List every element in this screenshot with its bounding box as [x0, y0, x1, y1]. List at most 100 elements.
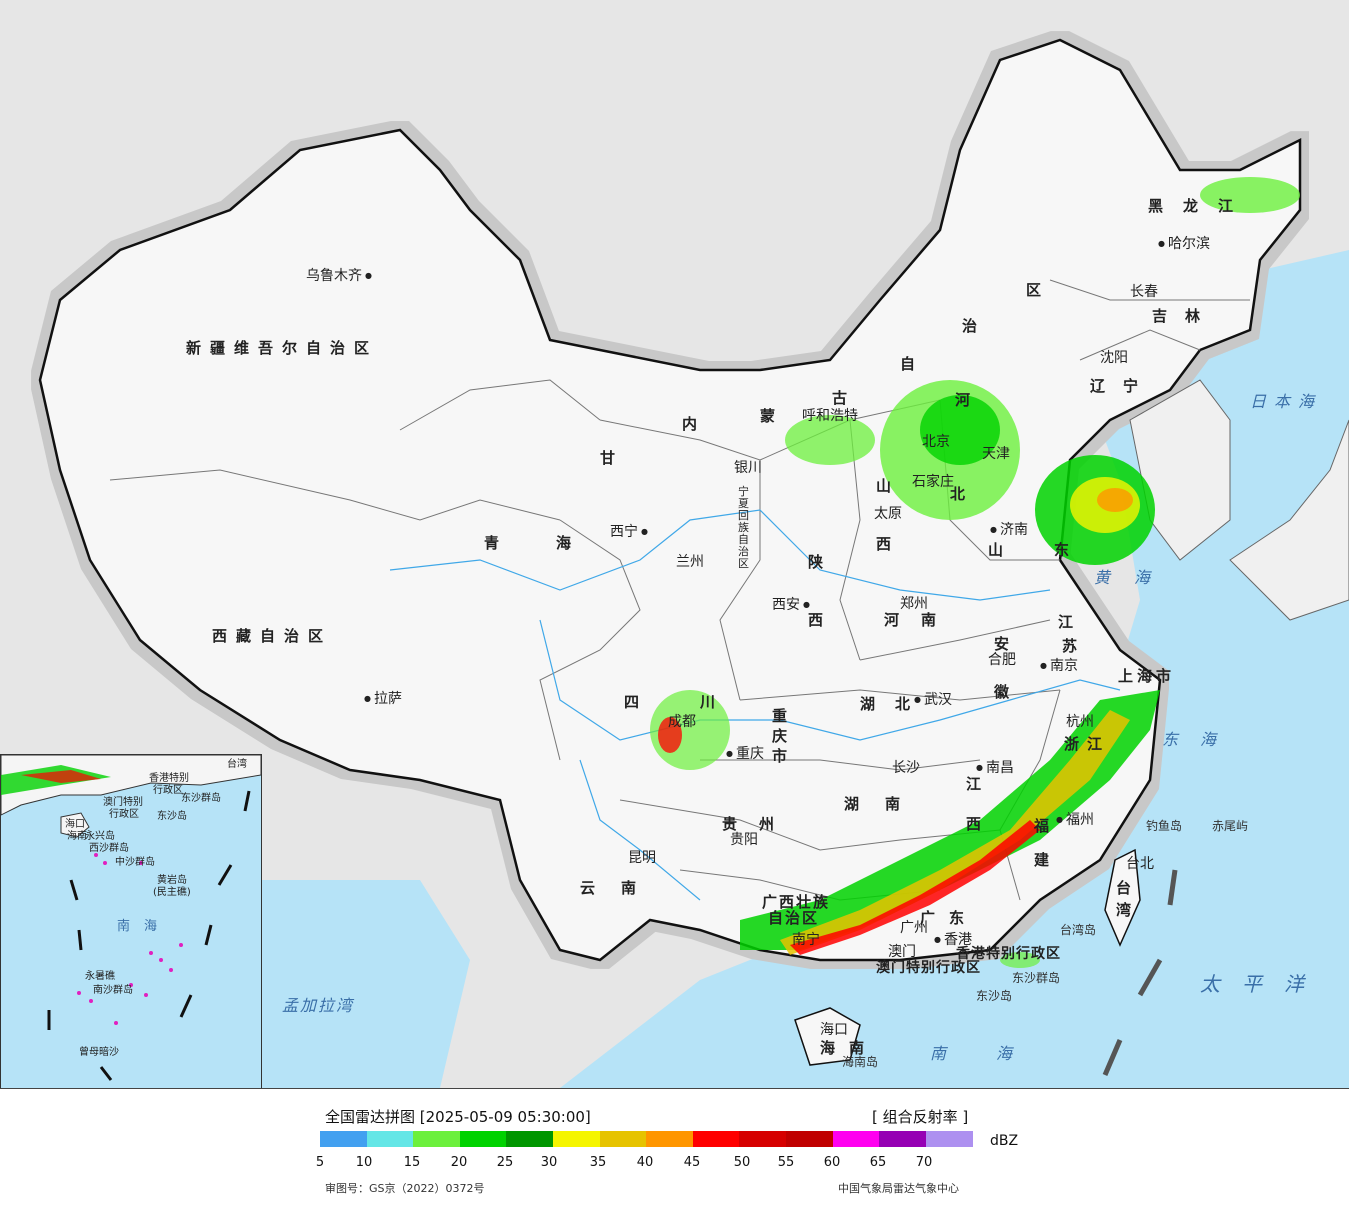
province-label-jiangsu-1: 江	[1058, 613, 1083, 631]
province-label-sichuan-1: 四	[624, 693, 649, 711]
sea-label-bengal: 孟加拉湾	[282, 996, 355, 1015]
province-label-hebei-2: 北	[950, 485, 975, 503]
province-label-neimeng-3: 古	[832, 389, 857, 407]
city-xian: 西安	[772, 597, 810, 613]
inset-label-minzhu: (民主礁)	[153, 887, 191, 898]
province-label-neimeng-2: 蒙	[760, 407, 785, 425]
province-label-ningxia: 宁夏回族自治区	[738, 485, 749, 570]
city-fuzhou: 福州	[1056, 812, 1094, 828]
city-haikou: 海口	[820, 1022, 848, 1038]
inset-label-yongxing: 永兴岛	[85, 831, 115, 842]
province-label-neimeng-6: 区	[1026, 281, 1051, 299]
approval-number: 审图号：GS京（2022）0372号	[325, 1182, 485, 1195]
color-scale-tick: 10	[355, 1155, 373, 1170]
color-swatch	[366, 1131, 414, 1147]
province-label-guizhou: 贵州	[722, 815, 797, 833]
province-label-beijing: 北京	[922, 434, 950, 450]
province-label-shanxi-2: 西	[876, 535, 901, 553]
color-scale-tick: 25	[496, 1155, 514, 1170]
city-hefei: 合肥	[988, 652, 1016, 668]
province-label-anhui-2: 徽	[994, 683, 1019, 701]
province-label-xianggang: 香港特别行政区	[956, 946, 1061, 962]
color-swatch	[320, 1131, 368, 1147]
province-label-sichuan-2: 川	[700, 693, 725, 711]
color-swatch	[692, 1131, 740, 1147]
city-chongqing: 重庆	[726, 746, 764, 762]
color-scale-tick: 35	[589, 1155, 607, 1170]
province-label-shanxi-1: 山	[876, 477, 901, 495]
province-label-taiwan-1: 台	[1116, 879, 1141, 897]
legend-unit: dBZ	[990, 1133, 1019, 1149]
city-chengdu: 成都	[668, 714, 696, 730]
province-label-aomen: 澳门特别行政区	[876, 960, 981, 976]
color-scale-tick: 20	[450, 1155, 468, 1170]
city-shijiazhuang: 石家庄	[912, 474, 954, 490]
city-hangzhou: 杭州	[1066, 714, 1094, 730]
color-scale-tick: 65	[869, 1155, 887, 1170]
sea-label-yellow: 黄海	[1094, 568, 1175, 587]
province-label-liaoning: 辽宁	[1090, 377, 1157, 395]
province-label-anhui-1: 安	[994, 635, 1019, 653]
province-label-neimeng-4: 自	[900, 355, 925, 373]
island-hainan: 海南岛	[842, 1055, 879, 1069]
legend-title: 全国雷达拼图 [2025-05-09 05:30:00]	[325, 1108, 591, 1126]
city-taiyuan: 太原	[874, 506, 902, 522]
city-hongkong: 香港	[934, 932, 972, 948]
inset-label-dongshadao: 东沙岛	[157, 811, 187, 822]
color-swatch	[646, 1131, 694, 1147]
city-jinan: 济南	[990, 522, 1028, 538]
city-changchun: 长春	[1130, 284, 1158, 300]
organization: 中国气象局雷达气象中心	[838, 1182, 959, 1195]
province-label-guangxi-2: 自治区	[768, 909, 820, 927]
city-yinchuan: 银川	[734, 460, 762, 476]
city-guiyang: 贵阳	[730, 832, 758, 848]
province-label-jiangxi-2: 西	[966, 815, 991, 833]
province-label-hunan: 湖南	[844, 795, 927, 813]
inset-label-nanhai: 南海	[117, 919, 172, 934]
japan	[1229, 419, 1349, 621]
province-label-tianjin: 天津	[982, 446, 1010, 462]
island-chiwei: 赤尾屿	[1212, 819, 1249, 833]
city-macau: 澳门	[888, 944, 916, 960]
province-label-hebei-1: 河	[955, 391, 980, 409]
taiwan-island	[1104, 848, 1141, 947]
island-dongsha: 东沙岛	[976, 989, 1013, 1003]
city-lanzhou: 兰州	[676, 554, 704, 570]
city-nanjing: 南京	[1040, 658, 1078, 674]
province-label-hubei: 湖北	[860, 695, 931, 713]
inset-label-xisha: 西沙群岛	[89, 843, 129, 854]
province-label-gansu: 甘	[600, 449, 625, 467]
province-label-heilongjiang: 黑龙江	[1148, 197, 1254, 215]
province-label-shandong-2: 东	[1054, 541, 1079, 559]
hainan-island	[794, 1007, 861, 1066]
color-scale-tick: 5	[315, 1155, 325, 1170]
inset-label-haikou: 海口	[65, 819, 85, 830]
color-scale-tick: 55	[777, 1155, 795, 1170]
province-label-shanghai: 上海市	[1118, 667, 1176, 685]
city-nanning: 南宁	[792, 932, 820, 948]
color-scale-tick: 15	[403, 1155, 421, 1170]
inset-label-dongsha: 东沙群岛	[181, 793, 221, 804]
inset-label-huangyan: 黄岩岛	[157, 875, 187, 886]
province-label-shandong-1: 山	[988, 541, 1013, 559]
city-kunming: 昆明	[628, 850, 656, 866]
province-label-guangdong: 广东	[920, 909, 979, 927]
province-label-neimeng-1: 内	[682, 415, 707, 433]
color-swatch	[553, 1131, 601, 1147]
color-scale-tick: 60	[823, 1155, 841, 1170]
south-china-sea-inset: 台湾 香港特别 行政区 澳门特别 行政区 东沙群岛 东沙岛 海口 海南 西沙群岛…	[0, 754, 262, 1088]
color-scale-tick: 40	[636, 1155, 654, 1170]
inset-label-aomen: 澳门特别	[103, 797, 143, 808]
sea-label-pacific: 太平洋	[1200, 972, 1326, 996]
color-swatch	[506, 1131, 554, 1147]
province-label-shaanxi-2: 西	[808, 611, 833, 629]
inset-label-hainan: 海南	[67, 831, 87, 842]
rivers	[389, 509, 1121, 901]
city-nanchang: 南昌	[976, 760, 1014, 776]
sea-label-east: 东海	[1162, 730, 1239, 749]
color-scale-tick: 50	[733, 1155, 751, 1170]
inset-label-zengmu: 曾母暗沙	[79, 1047, 119, 1058]
island-dongsha-group: 东沙群岛	[1012, 971, 1061, 985]
color-swatch	[413, 1131, 461, 1147]
province-label-qinghai-2: 海	[556, 534, 581, 552]
